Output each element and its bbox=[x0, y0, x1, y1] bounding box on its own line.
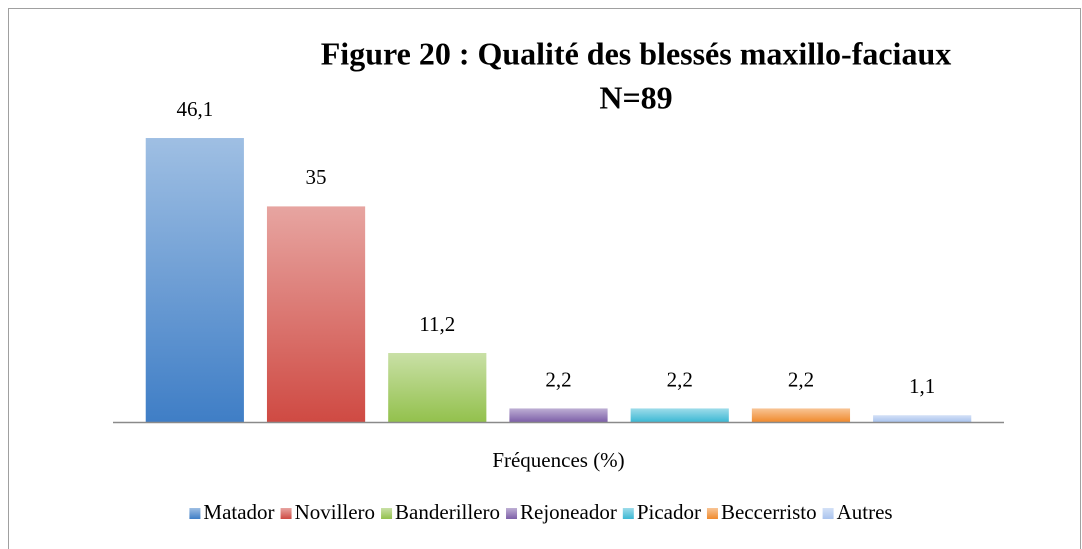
bar bbox=[145, 138, 244, 423]
bar bbox=[266, 206, 366, 422]
bar bbox=[630, 408, 729, 422]
chart-subtitle: N=89 bbox=[599, 79, 672, 115]
data-label: 2,2 bbox=[788, 367, 814, 391]
bar bbox=[751, 408, 851, 422]
data-label: 46,1 bbox=[176, 97, 213, 121]
legend-swatch bbox=[622, 508, 634, 519]
bar bbox=[509, 408, 608, 422]
legend-swatch bbox=[189, 508, 201, 519]
data-label: 2,2 bbox=[545, 367, 571, 391]
legend-swatch bbox=[706, 508, 718, 519]
legend-label: Autres bbox=[837, 500, 893, 524]
data-label: 2,2 bbox=[667, 367, 693, 391]
bar bbox=[388, 353, 487, 422]
legend-label: Picador bbox=[637, 500, 701, 524]
legend-label: Banderillero bbox=[395, 500, 500, 524]
data-label: 35 bbox=[306, 165, 327, 189]
legend-label: Novillero bbox=[295, 500, 375, 524]
data-label: 11,2 bbox=[419, 312, 455, 336]
legend-label: Rejoneador bbox=[520, 500, 617, 524]
legend-swatch bbox=[506, 508, 518, 519]
legend-swatch bbox=[280, 508, 292, 519]
legend-label: Matador bbox=[203, 500, 274, 524]
x-axis-label: Fréquences (%) bbox=[492, 448, 624, 472]
legend-swatch bbox=[381, 508, 393, 519]
legend-label: Beccerristo bbox=[721, 500, 817, 524]
bar bbox=[873, 415, 972, 422]
chart-title: Figure 20 : Qualité des blessés maxillo-… bbox=[321, 35, 951, 71]
legend-swatch bbox=[822, 508, 834, 519]
data-label: 1,1 bbox=[909, 374, 935, 398]
